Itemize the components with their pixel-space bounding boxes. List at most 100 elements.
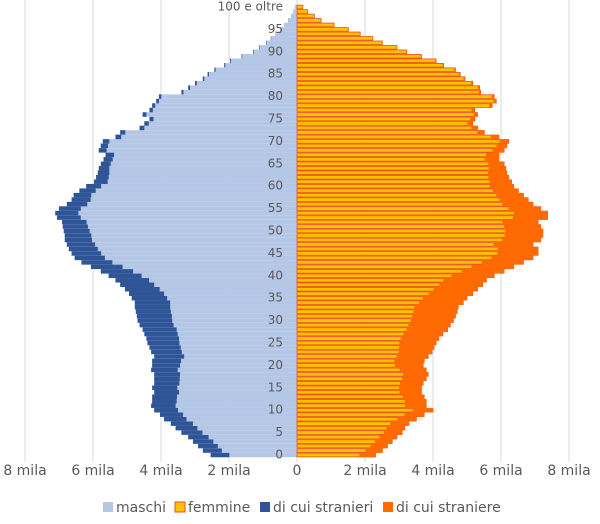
sub-bar: [398, 349, 432, 355]
bar: [64, 233, 297, 238]
sub-bar: [478, 89, 481, 95]
sub-bar: [142, 112, 147, 117]
sub-bar: [497, 246, 539, 252]
bar: [296, 197, 529, 202]
y-tick-label: 25: [268, 336, 283, 350]
sub-bar: [86, 183, 102, 189]
sub-bar: [403, 331, 443, 337]
bar: [139, 125, 297, 131]
legend-swatch: [260, 502, 270, 512]
sub-bar: [471, 107, 475, 113]
sub-bar: [489, 103, 493, 108]
sub-bar: [397, 416, 417, 422]
bar: [259, 45, 297, 50]
sub-bar: [151, 367, 178, 373]
sub-bar: [442, 63, 444, 68]
bar: [149, 116, 297, 122]
bar: [296, 282, 484, 288]
bar: [296, 58, 437, 63]
sub-bar: [513, 210, 548, 216]
sub-bar: [492, 148, 505, 153]
sub-bar: [152, 363, 181, 368]
sub-bar: [471, 125, 478, 131]
sub-bar: [488, 170, 507, 175]
sub-bar: [154, 381, 180, 386]
bar: [134, 300, 297, 305]
sub-bar: [374, 439, 393, 444]
sub-bar: [181, 89, 184, 95]
bar: [131, 295, 297, 301]
bar: [230, 58, 297, 63]
sub-bar: [399, 390, 422, 395]
bar: [288, 18, 297, 23]
bar: [296, 125, 478, 131]
bar: [270, 36, 297, 41]
sub-bar: [96, 175, 109, 180]
sub-bar: [188, 85, 191, 90]
sub-bar: [489, 179, 512, 184]
bar: [120, 130, 297, 135]
sub-bar: [230, 58, 231, 63]
y-tick-label: 85: [268, 67, 283, 81]
sub-bar: [152, 399, 177, 404]
y-tick-label: 0: [275, 448, 283, 462]
sub-bar: [451, 273, 495, 279]
sub-bar: [115, 134, 122, 140]
y-tick-label: 80: [268, 89, 283, 103]
bar: [151, 367, 297, 373]
bar: [73, 192, 298, 198]
sub-bar: [496, 143, 507, 149]
bar: [137, 318, 297, 323]
sub-bar: [97, 170, 110, 175]
sub-bar: [66, 201, 88, 207]
sub-bar: [62, 219, 87, 225]
x-tick-label: 6 mila: [71, 463, 114, 479]
bar: [170, 421, 297, 426]
sub-bar: [103, 157, 113, 162]
bar: [202, 448, 297, 453]
bar: [56, 215, 298, 220]
bar: [296, 152, 500, 158]
y-tick-label: 90: [268, 44, 283, 58]
bar: [296, 31, 361, 37]
sub-bar: [481, 260, 524, 265]
bar: [188, 85, 297, 90]
bar: [152, 358, 297, 364]
sub-bar: [502, 201, 533, 207]
bar: [275, 31, 297, 37]
bar: [164, 416, 297, 422]
sub-bar: [142, 327, 177, 332]
bar: [102, 139, 297, 144]
sub-bar: [241, 54, 243, 59]
sub-bar: [144, 331, 178, 337]
sub-bar: [435, 58, 437, 63]
sub-bar: [134, 304, 171, 310]
sub-bar: [210, 452, 230, 458]
bar: [296, 54, 422, 59]
bar: [296, 237, 542, 243]
bar: [96, 175, 297, 180]
bar: [284, 22, 297, 28]
sub-bar: [428, 291, 473, 296]
bar: [103, 157, 297, 162]
sub-bar: [115, 278, 150, 283]
bar: [296, 179, 512, 184]
bar: [66, 242, 297, 247]
legend-label: femmine: [188, 500, 250, 516]
bar: [152, 394, 297, 399]
sub-bar: [404, 412, 425, 417]
sub-bar: [68, 246, 98, 252]
bar: [152, 363, 297, 368]
sub-bar: [154, 354, 185, 359]
sub-bar: [399, 345, 435, 350]
sub-bar: [136, 313, 172, 319]
bar: [86, 183, 297, 189]
sub-bar: [386, 425, 405, 431]
bar: [266, 40, 297, 46]
bar: [152, 399, 297, 404]
sub-bar: [100, 143, 108, 149]
bar: [100, 269, 297, 274]
sub-bar: [259, 45, 260, 50]
bar: [198, 443, 297, 449]
